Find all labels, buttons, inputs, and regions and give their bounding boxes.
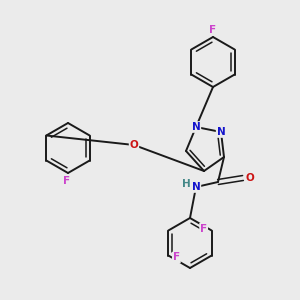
Text: F: F bbox=[173, 253, 180, 262]
Text: O: O bbox=[130, 140, 138, 150]
Text: N: N bbox=[192, 182, 200, 192]
Text: H: H bbox=[182, 179, 190, 189]
Text: F: F bbox=[63, 176, 70, 186]
Text: N: N bbox=[192, 122, 200, 132]
Text: F: F bbox=[209, 25, 217, 35]
Text: O: O bbox=[246, 173, 254, 183]
Text: F: F bbox=[200, 224, 207, 233]
Text: N: N bbox=[217, 127, 225, 137]
